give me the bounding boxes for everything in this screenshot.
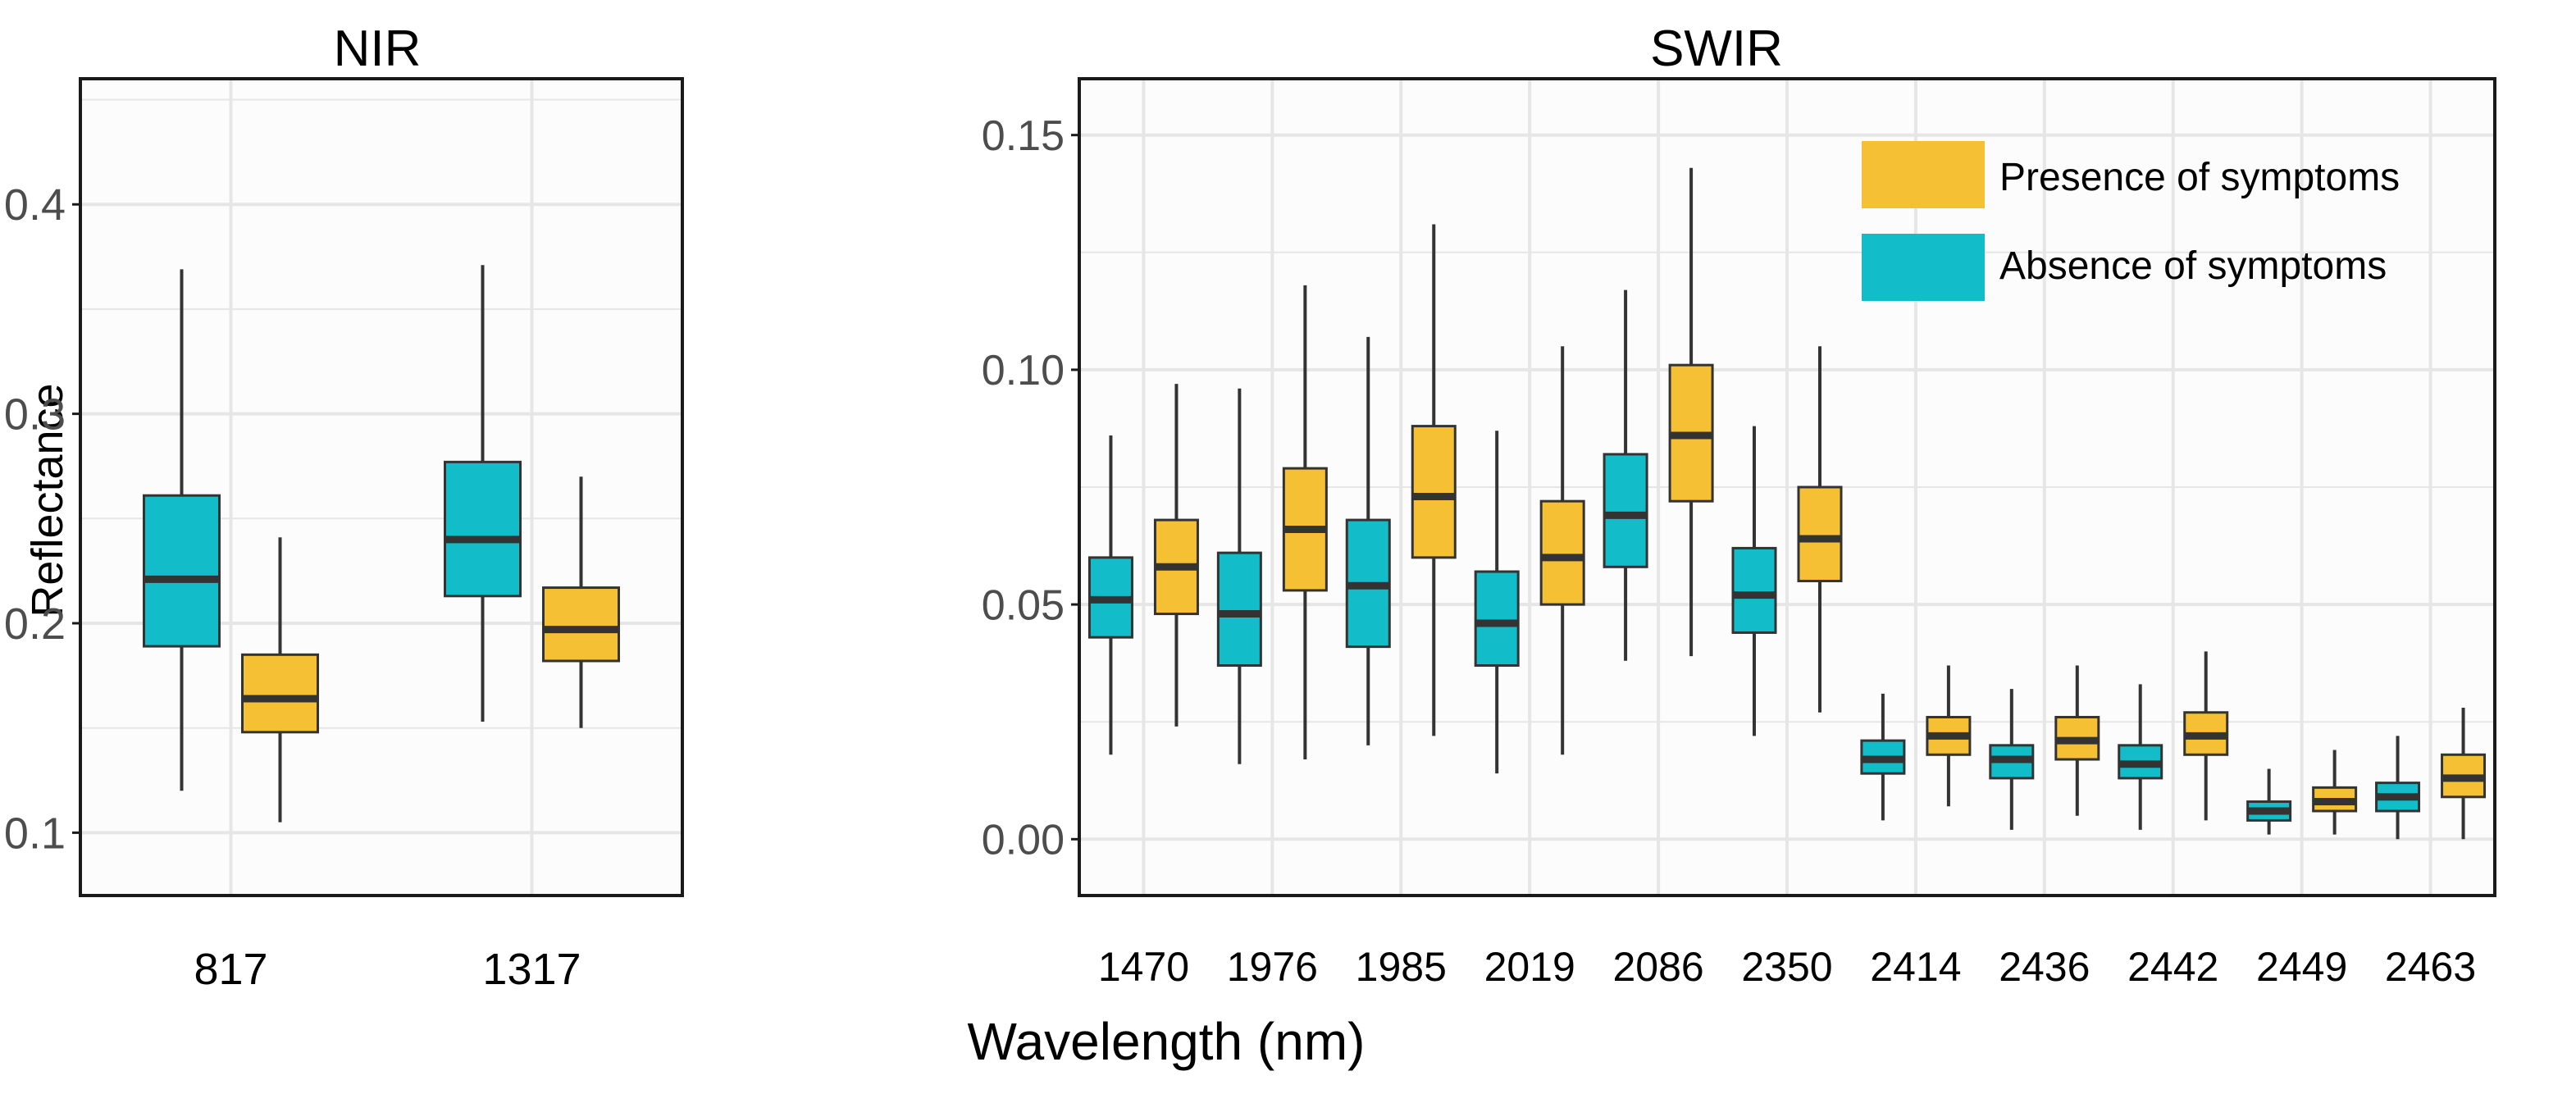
x-tick-label: 2350: [1741, 944, 1832, 990]
box-presence-1470: [1153, 384, 1199, 727]
x-tick-label: 2019: [1484, 944, 1575, 990]
box-iqr: [143, 494, 221, 648]
x-tick-label: 1976: [1227, 944, 1318, 990]
y-tick-label: 0.10: [982, 347, 1065, 394]
x-tick-label: 2414: [1870, 944, 1961, 990]
swir-boxes: [1087, 167, 2487, 840]
box-iqr: [542, 586, 620, 663]
y-tick-label: 0.1: [4, 809, 66, 858]
box-absence-1976: [1216, 388, 1262, 764]
nir-y-axis-label: Reflectance: [23, 383, 72, 617]
y-tick-label: 0.15: [982, 112, 1065, 160]
box-absence-1470: [1087, 435, 1133, 755]
box-iqr: [1539, 499, 1585, 606]
legend-label-presence: Presence of symptoms: [1999, 156, 2400, 199]
x-tick-label: 2463: [2385, 944, 2476, 990]
swir-panel: SWIR 0.00 0.05 0.10 0.15 1470 1976 1985 2019 20…: [968, 21, 2496, 1071]
nir-plot-frame: [79, 77, 684, 897]
box-presence-1976: [1282, 285, 1328, 759]
legend-label-absence: Absence of symptoms: [1999, 244, 2387, 288]
box-presence-2414: [1926, 665, 1972, 807]
swir-plot-frame: [1078, 77, 2496, 897]
y-tick-label: 0.05: [982, 581, 1065, 629]
nir-panel: NIR Reflectance 0.1 0.2 0.3 0.4 817 1317: [4, 21, 684, 994]
box-iqr: [1474, 570, 1520, 668]
box-iqr: [241, 653, 319, 734]
box-iqr: [1731, 546, 1777, 634]
box-absence-2463: [2375, 736, 2421, 840]
box-absence-2414: [1860, 693, 1906, 821]
legend: Presence of symptoms Absence of symptoms: [1862, 141, 2400, 301]
swir-title: SWIR: [1650, 21, 1783, 77]
box-iqr: [1603, 453, 1648, 568]
swir-x-axis-label: Wavelength (nm): [968, 1012, 1366, 1071]
box-iqr: [444, 460, 522, 598]
box-presence-2449: [2312, 750, 2358, 835]
x-tick-label: 1985: [1356, 944, 1447, 990]
y-tick-label: 0.2: [4, 599, 66, 649]
box-presence-817: [241, 537, 319, 823]
x-tick-label: 2436: [1999, 944, 2090, 990]
nir-x-ticks: 817 1317: [194, 945, 581, 994]
x-tick-label: 817: [194, 945, 267, 994]
nir-boxes: [143, 265, 620, 823]
box-presence-2350: [1797, 346, 1843, 713]
y-tick-label: 0.3: [4, 390, 66, 440]
y-tick-label: 0.00: [982, 817, 1065, 864]
legend-swatch-presence: [1862, 141, 1985, 208]
swir-x-ticks: 1470 1976 1985 2019 2086 2350 2414 2436 2442 2449…: [1098, 944, 2476, 990]
box-presence-2442: [2183, 651, 2229, 821]
box-absence-817: [143, 269, 221, 791]
y-tick-label: 0.4: [4, 180, 66, 230]
x-tick-label: 2449: [2256, 944, 2347, 990]
box-absence-2350: [1731, 426, 1777, 736]
legend-swatch-absence: [1862, 234, 1985, 301]
x-tick-label: 2442: [2127, 944, 2218, 990]
box-absence-2436: [1989, 689, 2035, 830]
nir-plot-background: [80, 79, 682, 896]
box-presence-2019: [1539, 346, 1585, 755]
box-absence-2442: [2118, 684, 2163, 830]
box-presence-2463: [2441, 708, 2487, 840]
box-absence-2086: [1603, 289, 1648, 661]
box-iqr: [1216, 551, 1262, 668]
x-tick-label: 1470: [1098, 944, 1189, 990]
box-presence-2436: [2054, 665, 2100, 816]
swir-y-ticks: 0.00 0.05 0.10 0.15: [982, 112, 1079, 864]
box-iqr: [1797, 485, 1843, 582]
nir-y-ticks: 0.1 0.2 0.3 0.4: [4, 180, 80, 858]
box-iqr: [1411, 425, 1457, 559]
x-tick-label: 2086: [1612, 944, 1703, 990]
box-absence-1317: [444, 265, 522, 722]
box-presence-1985: [1411, 224, 1457, 736]
swir-gridlines: [1079, 79, 2495, 896]
box-presence-2086: [1668, 167, 1714, 657]
nir-title: NIR: [334, 21, 422, 77]
box-absence-1985: [1345, 336, 1391, 745]
x-tick-label: 1317: [482, 945, 581, 994]
box-presence-1317: [542, 476, 620, 728]
box-absence-2449: [2246, 768, 2292, 835]
box-absence-2019: [1474, 431, 1520, 774]
